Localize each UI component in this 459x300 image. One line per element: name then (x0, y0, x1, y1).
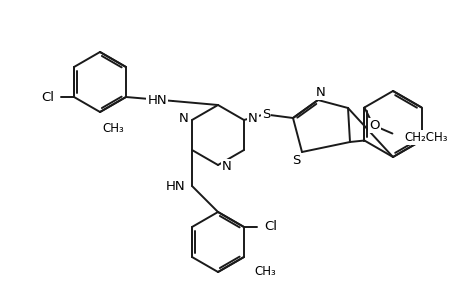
Text: S: S (291, 154, 300, 166)
Text: HN: HN (147, 94, 167, 106)
Text: CH₂CH₃: CH₂CH₃ (403, 131, 447, 144)
Text: O: O (369, 119, 379, 132)
Text: N: N (178, 112, 188, 124)
Text: CH₃: CH₃ (253, 266, 275, 278)
Text: HN: HN (165, 179, 185, 193)
Text: Cl: Cl (41, 91, 54, 103)
Text: S: S (261, 109, 269, 122)
Text: CH₃: CH₃ (102, 122, 123, 134)
Text: N: N (247, 112, 257, 124)
Text: N: N (315, 85, 325, 98)
Text: N: N (222, 160, 231, 173)
Text: Cl: Cl (263, 220, 276, 233)
